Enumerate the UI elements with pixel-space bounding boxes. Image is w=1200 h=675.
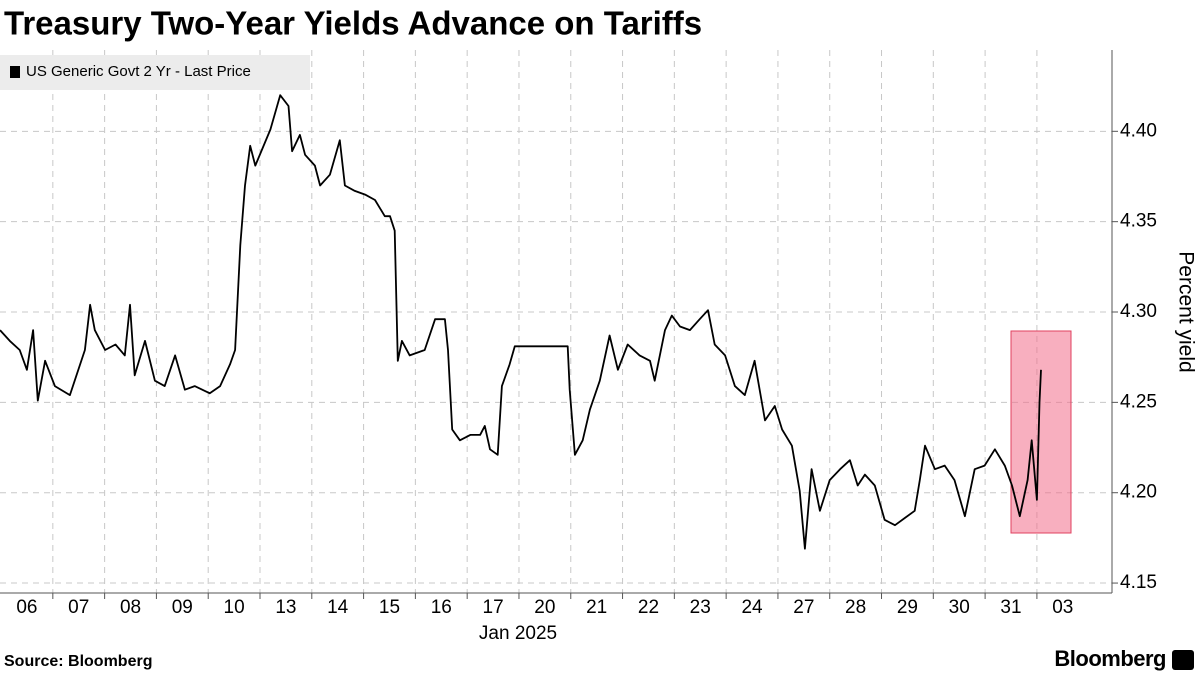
chart-title: Treasury Two-Year Yields Advance on Tari…	[4, 5, 702, 42]
y-tick-label: 4.35	[1120, 211, 1157, 232]
x-tick-label: 06	[16, 597, 37, 618]
x-tick-label: 14	[327, 597, 349, 618]
x-tick-label: 31	[1000, 597, 1021, 618]
x-tick-label: 10	[224, 597, 245, 618]
x-tick-label: 17	[483, 597, 504, 618]
y-axis-label: Percent yield	[1174, 251, 1197, 372]
series-line	[0, 94, 1042, 550]
x-tick-label: 20	[534, 597, 555, 618]
highlight-box	[1010, 330, 1072, 534]
brand-icon	[1172, 650, 1194, 670]
x-tick-label: 13	[275, 597, 296, 618]
x-tick-label: 23	[690, 597, 711, 618]
x-tick-label: 27	[793, 597, 814, 618]
x-tick-label: 16	[431, 597, 452, 618]
source: Source: Bloomberg	[4, 653, 152, 670]
brand: Bloomberg	[1054, 646, 1166, 671]
y-tick-label: 4.30	[1120, 301, 1157, 322]
x-tick-label: 08	[120, 597, 141, 618]
x-tick-label: 28	[845, 597, 866, 618]
x-tick-label: 15	[379, 597, 400, 618]
y-tick-label: 4.25	[1120, 391, 1157, 412]
x-axis-label: Jan 2025	[479, 623, 557, 644]
y-tick-label: 4.40	[1120, 120, 1157, 141]
x-tick-label: 21	[586, 597, 607, 618]
x-tick-label: 03	[1052, 597, 1073, 618]
legend-box	[0, 55, 310, 90]
legend-label: US Generic Govt 2 Yr - Last Price	[26, 63, 251, 80]
x-tick-label: 07	[68, 597, 89, 618]
x-tick-label: 29	[897, 597, 918, 618]
x-tick-label: 09	[172, 597, 193, 618]
y-tick-label: 4.15	[1120, 572, 1157, 593]
x-tick-label: 24	[741, 597, 763, 618]
legend-swatch	[10, 66, 20, 78]
x-tick-label: 30	[949, 597, 970, 618]
x-tick-label: 22	[638, 597, 659, 618]
y-tick-label: 4.20	[1120, 482, 1157, 503]
